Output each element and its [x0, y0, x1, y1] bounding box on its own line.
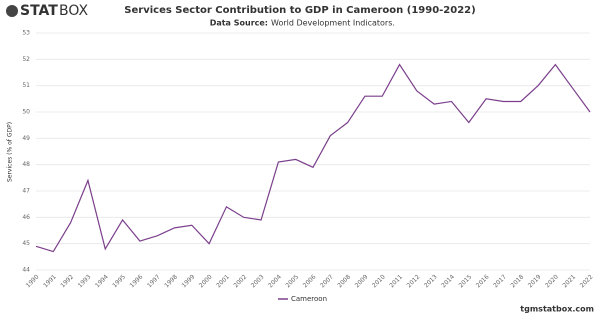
x-tick-label: 2010 [371, 273, 387, 289]
x-tick-label: 1995 [111, 273, 127, 289]
x-tick-label: 2015 [458, 273, 474, 289]
y-tick-label: 52 [22, 56, 30, 63]
x-tick-label: 2017 [492, 273, 508, 289]
x-tick-label: 2011 [388, 273, 404, 289]
logo-icon [6, 5, 18, 17]
line [35, 63, 591, 253]
logo: STAT BOX [6, 3, 88, 19]
chart-title: Services Sector Contribution to GDP in C… [124, 5, 475, 16]
x-tick-label: 1997 [146, 273, 162, 289]
y-tick-label: 50 [22, 109, 30, 116]
legend-label: Cameroon [291, 295, 327, 303]
x-tick-label: 2008 [336, 273, 352, 289]
x-tick-label: 1994 [94, 273, 110, 289]
x-tick-label: 1996 [129, 273, 145, 289]
footer: tgmstatbox.com [520, 305, 594, 314]
x-tick-label: 2012 [406, 273, 422, 289]
x-tick-label: 2002 [232, 273, 248, 289]
chart-subtitle: World Development Indicators. [271, 19, 395, 28]
y-tick-label: 47 [22, 188, 30, 195]
y-tick-label: 46 [22, 214, 30, 221]
x-tick-label: 2007 [319, 273, 335, 289]
x-tick-label: 2005 [284, 273, 300, 289]
chart-subtitle-label: Data Source: [210, 19, 268, 28]
x-tick-label: 2003 [250, 273, 266, 289]
x-tick-label: 2001 [215, 273, 231, 289]
x-tick-label: 2016 [475, 273, 491, 289]
x-tick-label: 2019 [527, 273, 543, 289]
x-tick-label: 2018 [509, 273, 525, 289]
x-tick-label: 2009 [354, 273, 370, 289]
x-tick-label: 1999 [181, 273, 197, 289]
x-tick-label: 1990 [25, 273, 41, 289]
y-tick-label: 49 [22, 135, 30, 142]
logo-text: STAT [20, 3, 58, 19]
logo-text: BOX [59, 3, 88, 19]
y-tick-label: 45 [22, 240, 30, 247]
y-tick-label: 53 [22, 30, 30, 37]
x-tick-label: 1993 [77, 273, 93, 289]
x-tick-label: 2020 [544, 273, 560, 289]
y-tick-label: 51 [22, 82, 30, 89]
y-tick-label: 48 [22, 161, 30, 168]
y-tick-label: 44 [22, 267, 30, 274]
x-tick-label: 1992 [59, 273, 75, 289]
x-tick-label: 1991 [42, 273, 58, 289]
x-tick-label: 2006 [302, 273, 318, 289]
x-tick-label: 2004 [267, 273, 283, 289]
x-tick-label: 2013 [423, 273, 439, 289]
x-tick-label: 2014 [440, 273, 456, 289]
x-tick-label: 1998 [163, 273, 179, 289]
x-tick-label: 2022 [579, 273, 595, 289]
x-tick-label: 2000 [198, 273, 214, 289]
x-tick-label: 2021 [561, 273, 577, 289]
y-axis-label: Services (% of GDP) [7, 122, 14, 182]
